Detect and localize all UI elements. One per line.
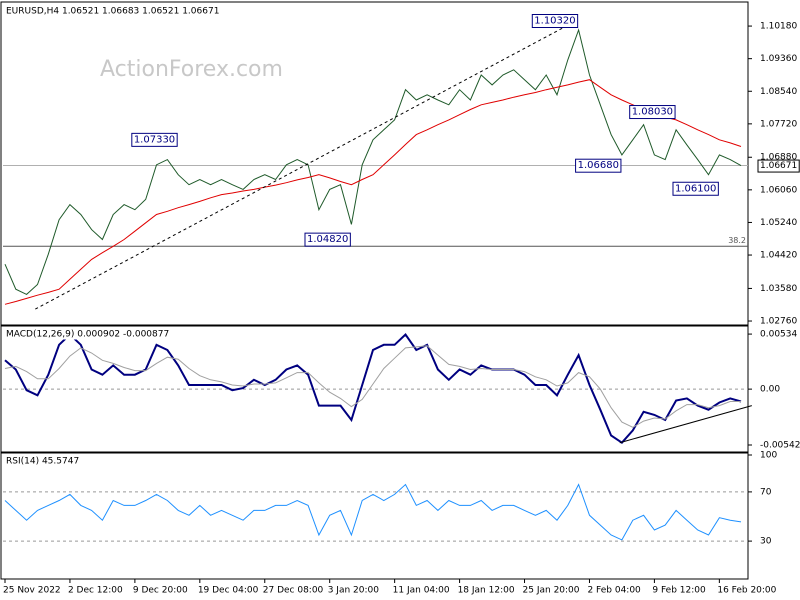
price-annotation: 1.10320 [531,14,579,29]
series-line [4,332,742,445]
annotation-box [629,105,676,120]
x-tick-label: 27 Dec 08:00 [263,586,324,596]
y-tick-label: 1.10180 [760,22,797,32]
trendline [35,19,578,310]
y-tick-label: 1.06060 [760,185,797,195]
annotation-label: 1.04820 [307,234,348,245]
last-price-box [757,159,800,173]
series-line [4,483,742,541]
pane-title: MACD(12,26,9) 0.000902 -0.000877 [6,330,169,340]
watermark: ActionForex.com [100,57,283,82]
y-tick-label: 30 [760,537,772,547]
y-tick-label: 1.03580 [760,284,797,294]
y-tick-label: 1.08540 [760,87,797,97]
x-tick-label: 2 Dec 12:00 [68,586,123,596]
x-tick-label: 11 Jan 04:00 [393,586,450,596]
annotation-label: 1.08030 [632,107,673,118]
annotation-box [131,132,178,147]
annotation-box [575,158,622,173]
pane-title: RSI(14) 45.5747 [6,457,79,467]
y-tick-label: 0.00 [760,385,780,395]
title-bg [5,6,221,17]
x-tick-label: 9 Dec 20:00 [133,586,188,596]
pane-frame [0,1,749,327]
pane-frame [0,451,749,580]
annotation-label: 1.06680 [578,160,619,171]
x-tick-label: 19 Dec 04:00 [198,586,259,596]
title-bg [5,456,81,467]
price-annotation: 1.08030 [629,105,676,120]
series-line [4,345,741,428]
x-tick-label: 25 Nov 2022 [3,586,61,596]
fib-label: 38.2 [728,236,746,245]
y-tick-label: 1.04420 [760,251,797,261]
y-tick-label: -0.005421 [760,441,800,451]
y-tick-label: 100 [760,451,777,461]
annotation-box [531,14,579,29]
title-bg [5,329,171,340]
y-tick-label: 1.05240 [760,218,797,228]
price-annotation: 1.06100 [672,181,719,196]
annotation-label: 1.06100 [675,183,716,194]
annotation-box [304,232,351,247]
series-line [4,79,742,305]
annotation-label: 1.10320 [534,16,575,27]
y-tick-label: 1.09360 [760,54,797,64]
x-tick-label: 16 Feb 20:00 [717,586,776,596]
price-annotation: 1.04820 [304,232,351,247]
y-tick-label: 1.06880 [760,153,797,163]
x-tick-label: 9 Feb 12:00 [652,586,706,596]
y-tick-label: 70 [760,487,772,497]
y-tick-label: 0.00534 [760,330,797,340]
last-price-label: 1.06671 [760,161,797,171]
price-annotation: 1.06680 [575,158,622,173]
x-tick-label: 18 Jan 12:00 [458,586,515,596]
x-tick-label: 3 Jan 20:00 [328,586,380,596]
annotation-label: 1.07330 [134,134,175,145]
y-tick-label: 1.07720 [760,119,797,129]
pane-title: EURUSD,H4 1.06521 1.06683 1.06521 1.0667… [6,7,219,17]
y-tick-label: 1.02760 [760,317,797,327]
series-line [4,28,742,295]
x-tick-label: 2 Feb 04:00 [587,586,641,596]
annotation-box [672,181,719,196]
x-tick-label: 25 Jan 20:00 [523,586,580,596]
price-annotation: 1.07330 [131,132,178,147]
trendline [619,405,752,444]
